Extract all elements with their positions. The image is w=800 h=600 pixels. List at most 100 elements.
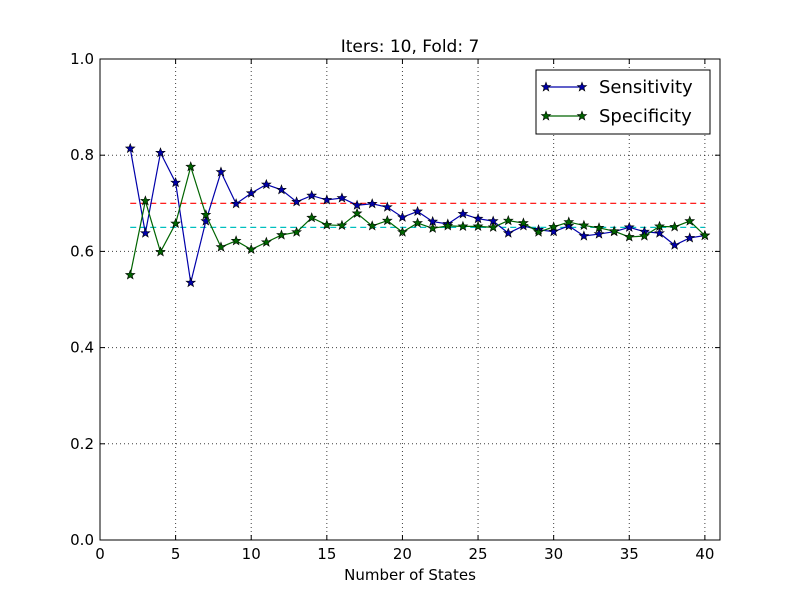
- data-point: [321, 194, 333, 205]
- legend-label: Sensitivity: [599, 77, 693, 98]
- data-point: [412, 205, 423, 217]
- data-point: [654, 227, 665, 238]
- legend-label: Specificity: [599, 106, 692, 127]
- data-point: [200, 209, 212, 220]
- axis-ticks: 0 5 10 15 20 25 30 35 40 0.0 0.2 0.4 0.6 0.8 1.0: [70, 50, 720, 563]
- data-point: [608, 225, 620, 236]
- series-specificity: [124, 161, 711, 280]
- data-point: [139, 195, 151, 206]
- data-point: [215, 241, 227, 252]
- grid: [100, 59, 720, 540]
- data-point: [336, 192, 348, 203]
- data-point: [518, 217, 529, 228]
- x-tick-label: 10: [242, 545, 261, 563]
- data-point: [442, 220, 454, 231]
- data-point: [593, 228, 605, 239]
- data-point: [669, 221, 681, 232]
- x-tick-label: 30: [544, 545, 563, 563]
- data-point: [276, 229, 287, 240]
- x-axis-label: Number of States: [344, 566, 476, 584]
- y-tick-label: 0.2: [70, 435, 94, 453]
- y-tick-label: 0.8: [70, 146, 94, 164]
- data-point: [472, 213, 484, 224]
- series-layer: [124, 142, 711, 288]
- plot-frame: [99, 58, 721, 541]
- y-tick-label: 0.4: [70, 339, 94, 357]
- data-point: [669, 239, 681, 250]
- data-point: [230, 235, 242, 246]
- data-point: [291, 226, 302, 237]
- data-point: [639, 230, 650, 241]
- data-point: [155, 246, 166, 257]
- data-point: [381, 201, 393, 212]
- data-point: [351, 199, 363, 210]
- data-point: [260, 178, 272, 190]
- y-tick-label: 0.0: [70, 531, 94, 549]
- data-point: [412, 217, 423, 228]
- data-point: [366, 198, 378, 209]
- data-point: [502, 227, 514, 238]
- data-point: [548, 221, 560, 232]
- data-point: [578, 230, 590, 241]
- data-point: [306, 212, 318, 223]
- data-point: [684, 215, 696, 226]
- data-point: [336, 219, 348, 231]
- plot-area: [100, 59, 720, 540]
- x-tick-label: 5: [171, 545, 181, 563]
- legend-marker: [576, 110, 588, 121]
- reference-lines: [130, 202, 705, 228]
- data-point: [684, 232, 696, 243]
- data-point: [654, 220, 665, 231]
- x-tick-label: 20: [393, 545, 412, 563]
- data-point: [699, 229, 711, 241]
- data-point: [170, 176, 181, 188]
- chart-title: Iters: 10, Fold: 7: [341, 37, 480, 57]
- data-point: [185, 277, 197, 288]
- x-tick-label: 40: [695, 545, 714, 563]
- data-point: [472, 220, 484, 231]
- data-point: [563, 216, 575, 227]
- data-point: [366, 220, 378, 231]
- data-point: [215, 166, 227, 177]
- x-tick-label: 0: [95, 545, 105, 563]
- data-point: [245, 187, 257, 198]
- x-tick-label: 15: [317, 545, 336, 563]
- data-point: [427, 222, 439, 233]
- x-tick-label: 35: [620, 545, 639, 563]
- data-point: [260, 236, 272, 247]
- data-point: [578, 219, 590, 231]
- data-point: [321, 219, 333, 230]
- data-point: [351, 207, 363, 218]
- data-point: [276, 184, 287, 195]
- data-point: [623, 231, 635, 242]
- legend-box: [535, 69, 711, 135]
- data-point: [170, 217, 181, 229]
- data-point: [306, 189, 318, 201]
- data-point: [124, 142, 136, 154]
- legend-marker: [540, 110, 552, 121]
- data-point: [155, 147, 166, 158]
- data-point: [124, 269, 136, 280]
- data-point: [397, 226, 408, 237]
- x-tick-label: 25: [469, 545, 488, 563]
- y-tick-label: 0.6: [70, 242, 94, 260]
- data-point: [139, 227, 151, 238]
- legend: Sensitivity Specificity: [535, 69, 711, 135]
- data-point: [291, 196, 302, 207]
- data-point: [563, 220, 575, 231]
- data-point: [230, 198, 242, 209]
- legend-marker: [540, 81, 552, 92]
- data-point: [518, 220, 529, 231]
- data-point: [245, 243, 257, 255]
- data-point: [533, 226, 544, 237]
- data-point: [623, 221, 635, 232]
- data-point: [381, 214, 393, 226]
- data-point: [548, 226, 560, 237]
- y-tick-label: 1.0: [70, 50, 94, 68]
- data-point: [397, 211, 408, 222]
- data-point: [593, 222, 605, 233]
- data-point: [200, 215, 212, 226]
- data-point: [502, 214, 514, 226]
- legend-marker: [576, 81, 588, 92]
